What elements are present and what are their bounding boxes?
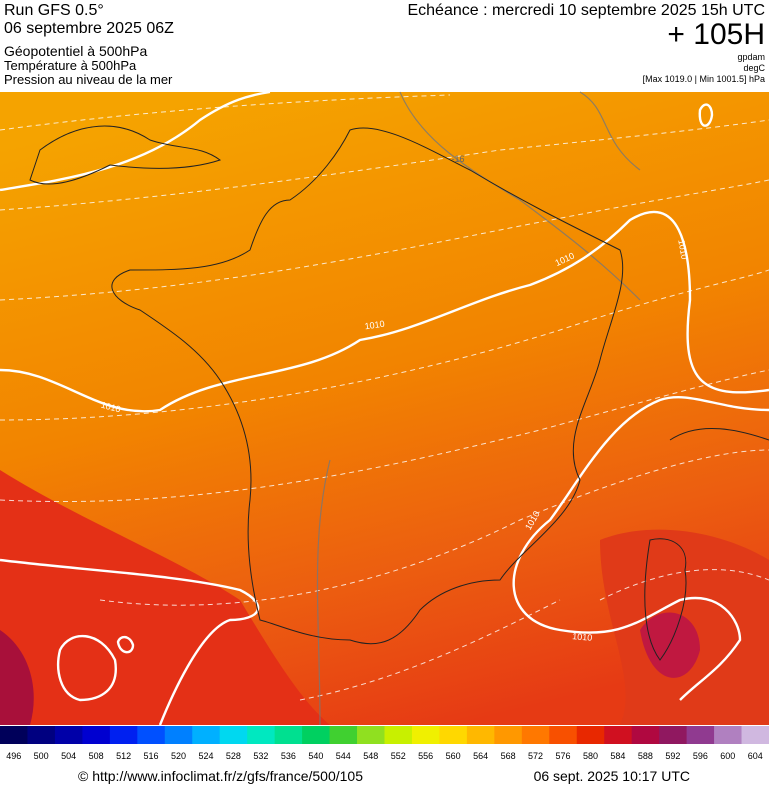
colorbar-label: 500 bbox=[34, 751, 49, 761]
colorbar-label: 556 bbox=[418, 751, 433, 761]
colorbar-label: 584 bbox=[610, 751, 625, 761]
colorbar-label: 588 bbox=[638, 751, 653, 761]
field: Température à 500hPa bbox=[4, 58, 137, 73]
colorbar-swatch bbox=[109, 726, 138, 744]
date: 06 septembre 2025 06Z bbox=[4, 20, 174, 37]
field: Pression au niveau de la mer bbox=[4, 72, 173, 87]
echeance: Echéance : mercredi 10 septembre 2025 15… bbox=[407, 2, 765, 19]
colorbar-swatch bbox=[164, 726, 193, 744]
colorbar-label: 560 bbox=[446, 751, 461, 761]
colorbar-swatch bbox=[659, 726, 688, 744]
colorbar-swatch bbox=[494, 726, 523, 744]
colorbar-swatch bbox=[247, 726, 276, 744]
temperature-isolines bbox=[0, 94, 769, 701]
colorbar-label: 508 bbox=[89, 751, 104, 761]
colorbar-swatch bbox=[576, 726, 605, 744]
colorbar-label: 596 bbox=[693, 751, 708, 761]
geopotential-isolines bbox=[316, 91, 641, 726]
colorbar-swatch bbox=[357, 726, 385, 744]
colorbar-label: 600 bbox=[720, 751, 735, 761]
contour-label: 1010 bbox=[364, 319, 385, 332]
colorbar-swatch bbox=[192, 726, 221, 744]
temperature-zone bbox=[0, 470, 330, 725]
colorbar-swatch bbox=[439, 726, 468, 744]
colorbar-label: 516 bbox=[144, 751, 159, 761]
colorbar-label: 520 bbox=[171, 751, 186, 761]
borders bbox=[29, 125, 769, 661]
colorbar-label: 604 bbox=[748, 751, 763, 761]
colorbar-swatch bbox=[741, 726, 769, 744]
temperature-zone bbox=[640, 612, 700, 678]
colorbar-label: 548 bbox=[363, 751, 378, 761]
colorbar-swatch bbox=[27, 726, 56, 744]
contour-label: 1010 bbox=[572, 631, 593, 643]
colorbar-label: 512 bbox=[116, 751, 131, 761]
source-url: © http://www.infoclimat.fr/z/gfs/france/… bbox=[78, 768, 363, 784]
colorbar-label: 592 bbox=[665, 751, 680, 761]
colorbar-swatch bbox=[411, 726, 440, 744]
colorbar-swatch bbox=[219, 726, 248, 744]
lead-time: + 105H bbox=[667, 18, 765, 51]
pressure-isobars bbox=[0, 90, 769, 726]
temperature-zone bbox=[0, 630, 34, 725]
colorbar-swatch bbox=[137, 726, 166, 744]
colorbar-swatch bbox=[0, 726, 28, 744]
colorbar-swatch bbox=[329, 726, 358, 744]
colorbar-label: 540 bbox=[308, 751, 323, 761]
colorbar-label: 544 bbox=[336, 751, 351, 761]
colorbar-label: 524 bbox=[198, 751, 213, 761]
colorbar-swatch bbox=[631, 726, 660, 744]
field: Géopotentiel à 500hPa bbox=[4, 43, 147, 59]
colorbar-swatch bbox=[604, 726, 633, 744]
colorbar-swatch bbox=[686, 726, 715, 744]
colorbar-label: 568 bbox=[501, 751, 516, 761]
colorbar-label: 580 bbox=[583, 751, 598, 761]
colorbar: 496 500 504 508 512 516 520 524 528 532 536 540 544 5… bbox=[0, 726, 769, 761]
colorbar-swatch bbox=[384, 726, 413, 744]
colorbar-label: 564 bbox=[473, 751, 488, 761]
colorbar-label: 572 bbox=[528, 751, 543, 761]
timestamp: 06 sept. 2025 10:17 UTC bbox=[534, 768, 690, 784]
colorbar-label: 504 bbox=[61, 751, 76, 761]
colorbar-swatch bbox=[714, 726, 743, 744]
colorbar-label: 536 bbox=[281, 751, 296, 761]
colorbar-swatch bbox=[302, 726, 331, 744]
colorbar-label: 576 bbox=[556, 751, 571, 761]
unit: degC bbox=[743, 63, 765, 73]
unit: gpdam bbox=[737, 52, 765, 62]
colorbar-swatch bbox=[521, 726, 550, 744]
contour-label: 1010 bbox=[676, 239, 689, 260]
colorbar-label: 528 bbox=[226, 751, 241, 761]
colorbar-label: 496 bbox=[6, 751, 21, 761]
colorbar-label: 532 bbox=[253, 751, 268, 761]
run: Run GFS 0.5° bbox=[4, 2, 104, 19]
contour-label: -16 bbox=[451, 154, 464, 164]
colorbar-swatch bbox=[466, 726, 495, 744]
colorbar-swatch bbox=[54, 726, 83, 744]
pressure-range: [Max 1019.0 | Min 1001.5] hPa bbox=[643, 74, 765, 84]
colorbar-swatch bbox=[549, 726, 578, 744]
colorbar-swatch bbox=[274, 726, 303, 744]
colorbar-label: 552 bbox=[391, 751, 406, 761]
colorbar-swatch bbox=[82, 726, 111, 744]
